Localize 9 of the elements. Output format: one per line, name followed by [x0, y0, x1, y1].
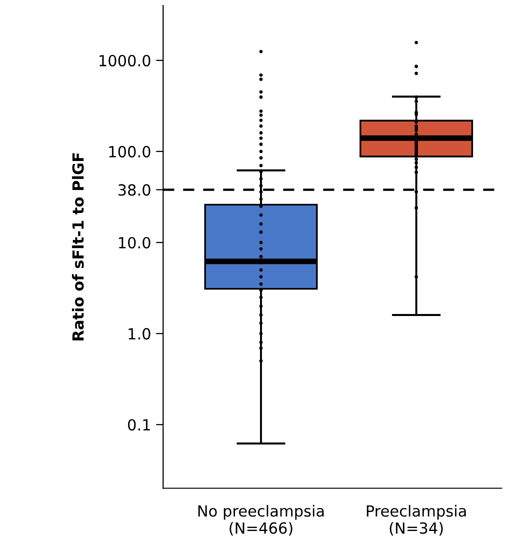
y-tick-label: 1000.0	[100, 54, 150, 66]
y-tick-label: 38.0	[118, 184, 150, 196]
y-tick-label: 10.0	[118, 236, 150, 249]
y-tick-label: 0.1	[128, 419, 150, 431]
y-tick-label: 1.0	[128, 328, 150, 340]
y-axis-title: Ratio of sFlt-1 to PlGF	[72, 153, 84, 340]
y-tick-label: 100.0	[109, 146, 150, 158]
x-tick-label: No preeclampsia (N=466)	[198, 504, 324, 536]
x-tick-label: Preeclampsia (N=34)	[366, 504, 466, 536]
